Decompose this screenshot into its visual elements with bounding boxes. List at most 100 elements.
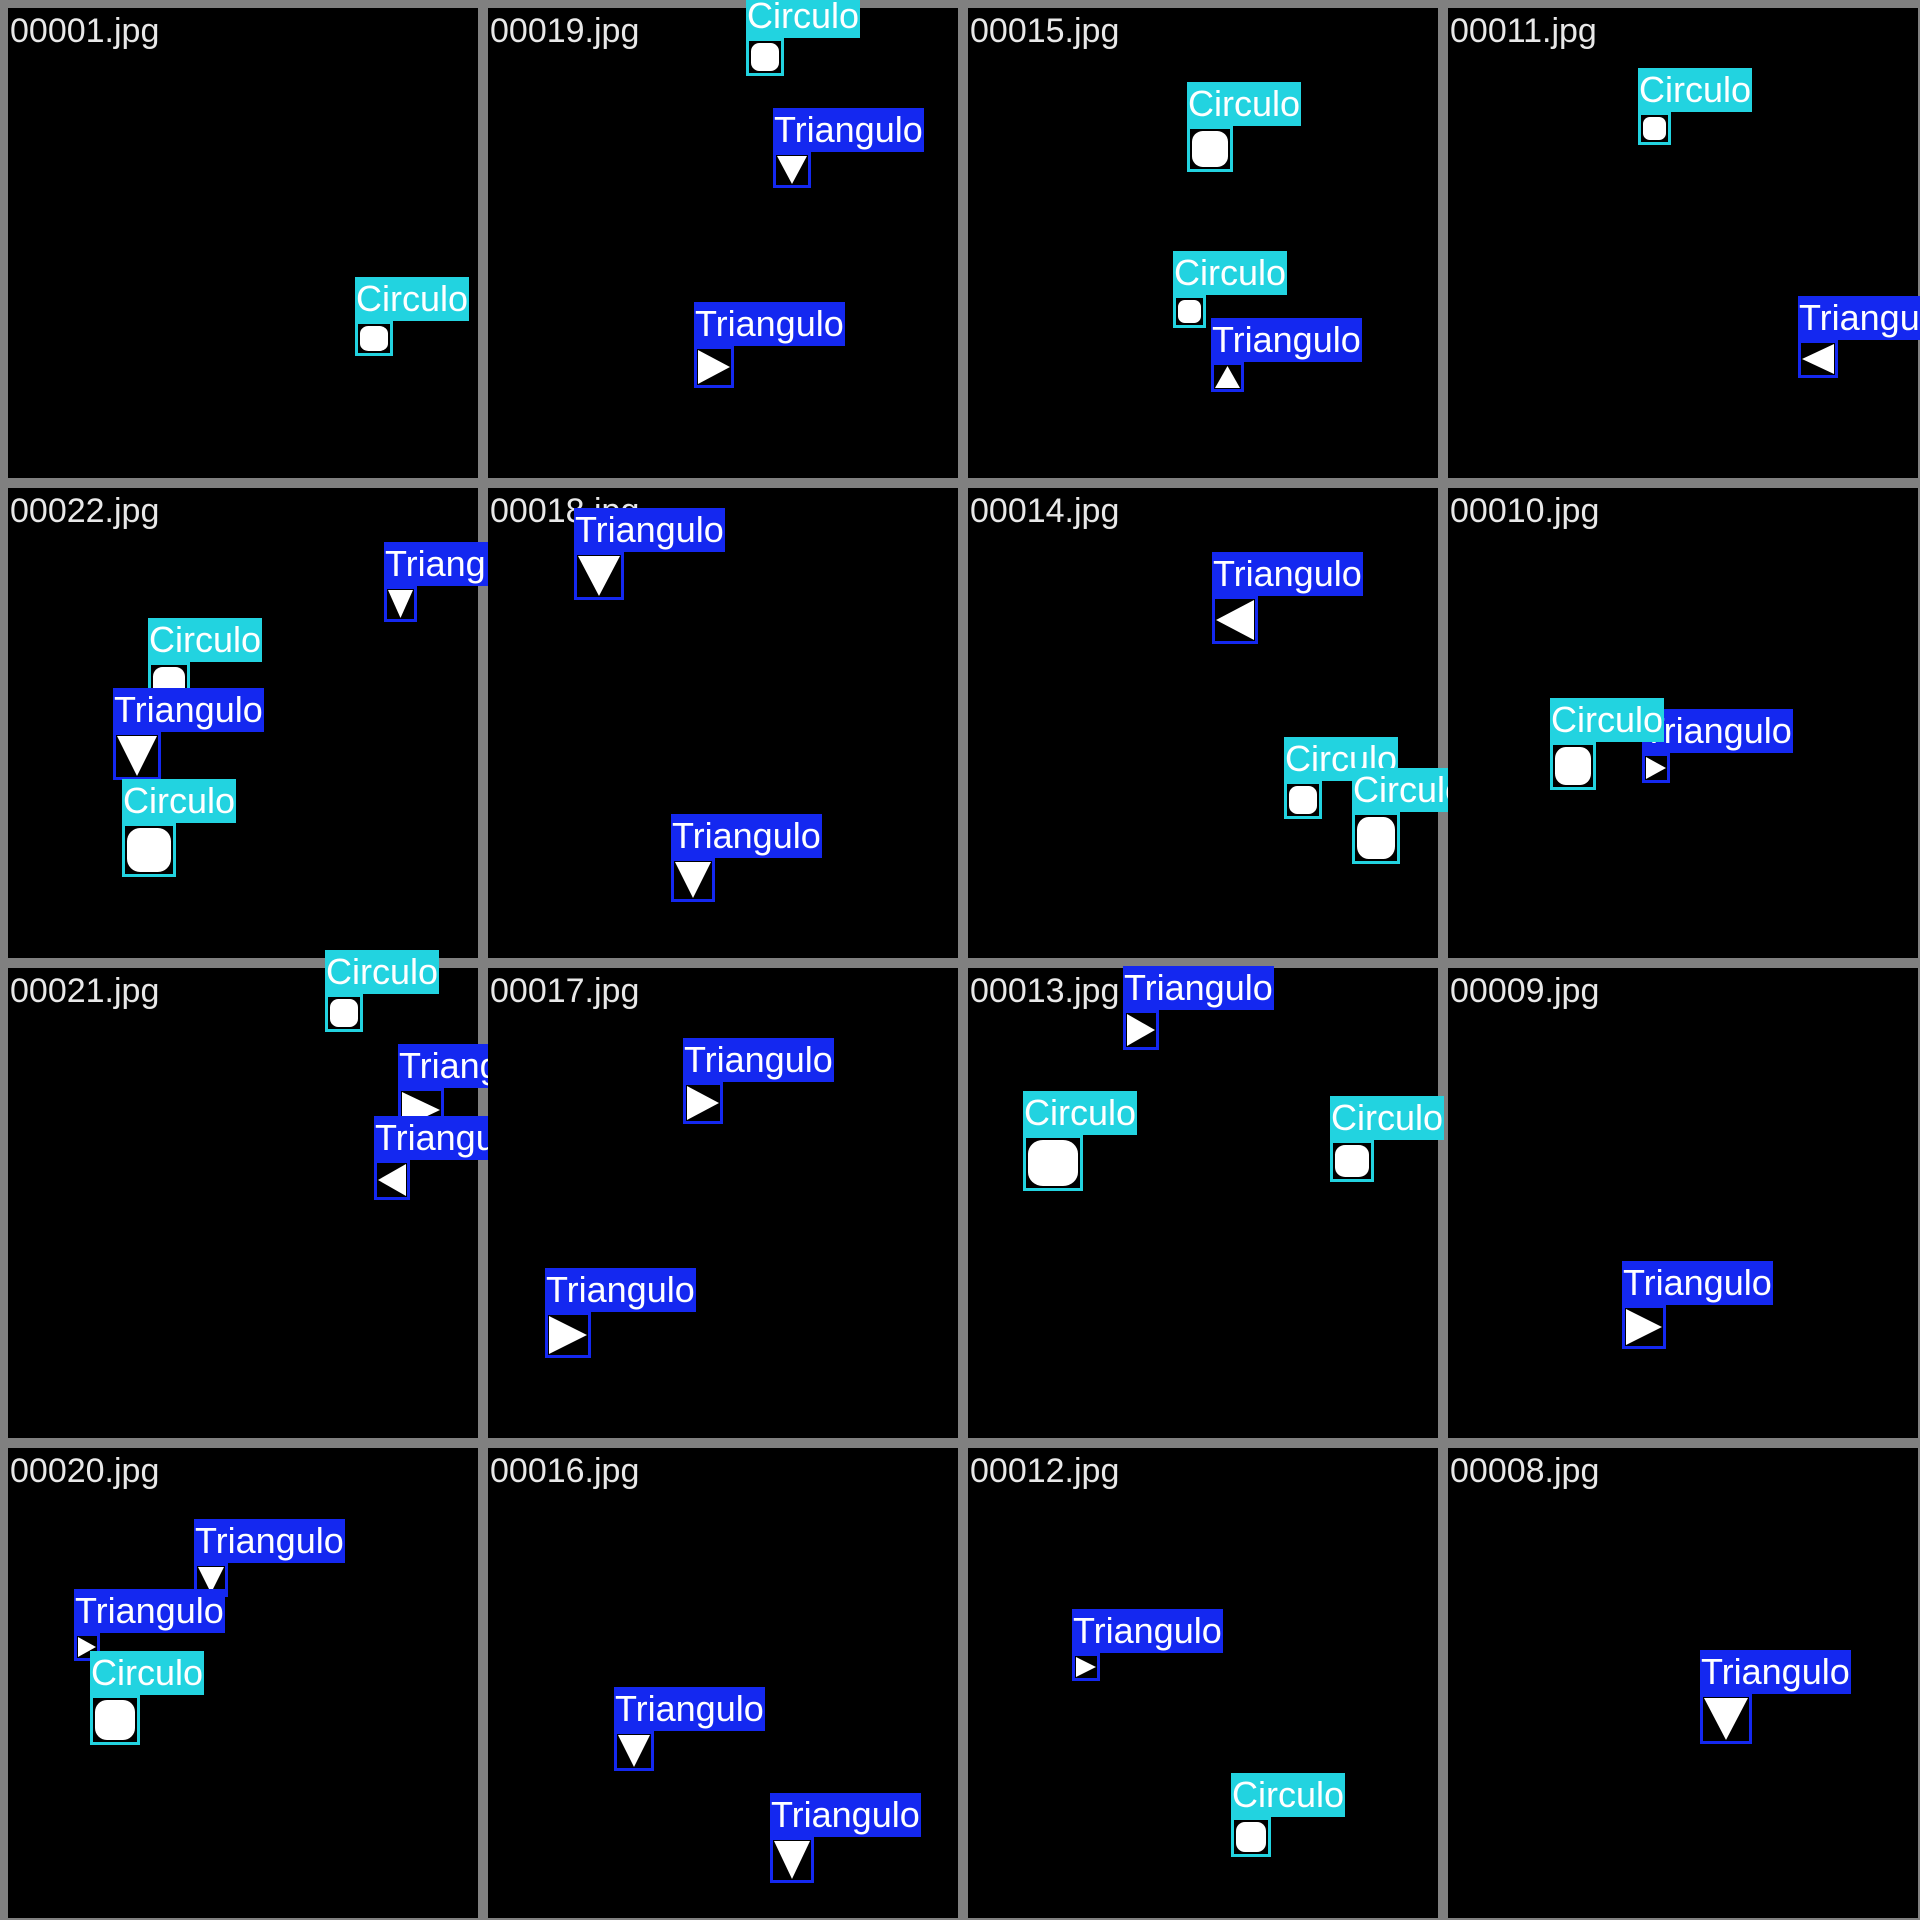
class-label: Triangulo bbox=[773, 108, 924, 152]
class-label: Circulo bbox=[1173, 251, 1288, 295]
bounding-box bbox=[746, 38, 784, 76]
circle-shape bbox=[330, 999, 358, 1027]
triangle-shape bbox=[1127, 1014, 1155, 1046]
triangle-shape bbox=[1076, 1657, 1096, 1677]
class-label: Circulo bbox=[1231, 1773, 1346, 1817]
bounding-box bbox=[113, 732, 161, 780]
bounding-box bbox=[770, 1837, 814, 1883]
triangle-shape bbox=[687, 1086, 719, 1120]
class-label: Circulo bbox=[355, 277, 470, 321]
class-label: Circulo bbox=[746, 0, 861, 38]
image-tile: 00015.jpg Circulo Circulo Triangulo bbox=[968, 8, 1438, 478]
file-name: 00017.jpg bbox=[490, 972, 640, 1010]
class-label: Triangulo bbox=[545, 1268, 696, 1312]
bounding-box bbox=[1700, 1694, 1752, 1744]
class-label: Circulo bbox=[90, 1651, 205, 1695]
bounding-box bbox=[90, 1695, 140, 1745]
bounding-box bbox=[1638, 112, 1671, 145]
bounding-box bbox=[1284, 781, 1322, 819]
class-label: Triangulo bbox=[1798, 296, 1920, 340]
class-label: Triangulo bbox=[671, 814, 822, 858]
class-label: Triangulo bbox=[1700, 1650, 1851, 1694]
bounding-box bbox=[1023, 1135, 1083, 1191]
circle-shape bbox=[1357, 817, 1395, 859]
circle-shape bbox=[360, 326, 388, 351]
file-name: 00008.jpg bbox=[1450, 1452, 1600, 1490]
triangle-shape bbox=[1626, 1309, 1662, 1345]
image-tile: 00022.jpg Triangulo Circulo Triangulo Circul… bbox=[8, 488, 535, 958]
class-label: Triangulo bbox=[614, 1687, 765, 1731]
bounding-box bbox=[1352, 812, 1400, 864]
triangle-shape bbox=[1704, 1698, 1748, 1740]
bounding-box bbox=[1622, 1305, 1666, 1349]
class-label: Circulo bbox=[1352, 768, 1467, 812]
triangle-shape bbox=[698, 350, 730, 384]
file-name: 00014.jpg bbox=[970, 492, 1120, 530]
file-name: 00019.jpg bbox=[490, 12, 640, 50]
triangle-shape bbox=[78, 1637, 96, 1657]
class-label: Circulo bbox=[1284, 737, 1399, 781]
bounding-box bbox=[122, 823, 176, 877]
class-label: Circulo bbox=[325, 950, 440, 994]
image-tile: 00010.jpg Triangulo Circulo bbox=[1448, 488, 1918, 958]
triangle-shape bbox=[1646, 757, 1666, 779]
image-tile: 00018.jpg Triangulo Triangulo bbox=[488, 488, 958, 958]
triangle-shape bbox=[378, 1164, 406, 1196]
class-label: Triangulo bbox=[113, 688, 264, 732]
bounding-box bbox=[1173, 295, 1206, 328]
class-label: Triangulo bbox=[194, 1519, 345, 1563]
bounding-box bbox=[1642, 753, 1670, 783]
image-tile: 00016.jpg Triangulo Triangulo bbox=[488, 1448, 958, 1918]
file-name: 00022.jpg bbox=[10, 492, 160, 530]
file-name: 00001.jpg bbox=[10, 12, 160, 50]
bounding-box bbox=[74, 1633, 100, 1661]
bounding-box bbox=[1550, 742, 1596, 790]
class-label: Circulo bbox=[1023, 1091, 1138, 1135]
file-name: 00011.jpg bbox=[1450, 12, 1597, 50]
class-label: Circulo bbox=[1330, 1096, 1445, 1140]
bounding-box bbox=[384, 586, 417, 622]
triangle-shape bbox=[618, 1735, 650, 1767]
triangle-shape bbox=[777, 156, 807, 184]
image-tile: 00009.jpg Triangulo bbox=[1448, 968, 1918, 1438]
bounding-box bbox=[614, 1731, 654, 1771]
bounding-box bbox=[683, 1082, 723, 1124]
class-label: Triangulo bbox=[770, 1793, 921, 1837]
circle-shape bbox=[1192, 131, 1228, 167]
triangle-shape bbox=[388, 590, 413, 618]
class-label: Circulo bbox=[122, 779, 237, 823]
image-tile: 00014.jpg Triangulo Circulo Circulo bbox=[968, 488, 1467, 958]
class-label: Circulo bbox=[1550, 698, 1665, 742]
file-name: 00013.jpg bbox=[970, 972, 1120, 1010]
circle-shape bbox=[1335, 1145, 1369, 1177]
bounding-box bbox=[1231, 1817, 1271, 1857]
class-label: Circulo bbox=[1638, 68, 1753, 112]
file-name: 00009.jpg bbox=[1450, 972, 1600, 1010]
bounding-box bbox=[355, 321, 393, 356]
class-label: Triangulo bbox=[1211, 318, 1362, 362]
circle-shape bbox=[1178, 300, 1201, 323]
triangle-shape bbox=[1215, 366, 1240, 388]
triangle-shape bbox=[1216, 600, 1254, 640]
class-label: Circulo bbox=[148, 618, 263, 662]
image-tile: 00008.jpg Triangulo bbox=[1448, 1448, 1918, 1918]
circle-shape bbox=[751, 43, 779, 71]
class-label: Triangulo bbox=[1622, 1261, 1773, 1305]
class-label: Triangulo bbox=[694, 302, 845, 346]
bounding-box bbox=[694, 346, 734, 388]
image-tile: 00021.jpg Circulo Triangulo Triangulo bbox=[8, 950, 549, 1438]
bounding-box bbox=[374, 1160, 410, 1200]
bounding-box bbox=[1211, 362, 1244, 392]
file-name: 00020.jpg bbox=[10, 1452, 160, 1490]
image-tile: 00019.jpg Circulo Triangulo Triangulo bbox=[488, 0, 958, 478]
class-label: Triangulo bbox=[1123, 966, 1274, 1010]
bounding-box bbox=[1798, 340, 1838, 378]
class-label: Triangulo bbox=[1212, 552, 1363, 596]
triangle-shape bbox=[198, 1567, 224, 1593]
bounding-box bbox=[1123, 1010, 1159, 1050]
class-label: Triangulo bbox=[1072, 1609, 1223, 1653]
triangle-shape bbox=[117, 736, 157, 776]
triangle-shape bbox=[578, 556, 620, 596]
file-name: 00021.jpg bbox=[10, 972, 160, 1010]
